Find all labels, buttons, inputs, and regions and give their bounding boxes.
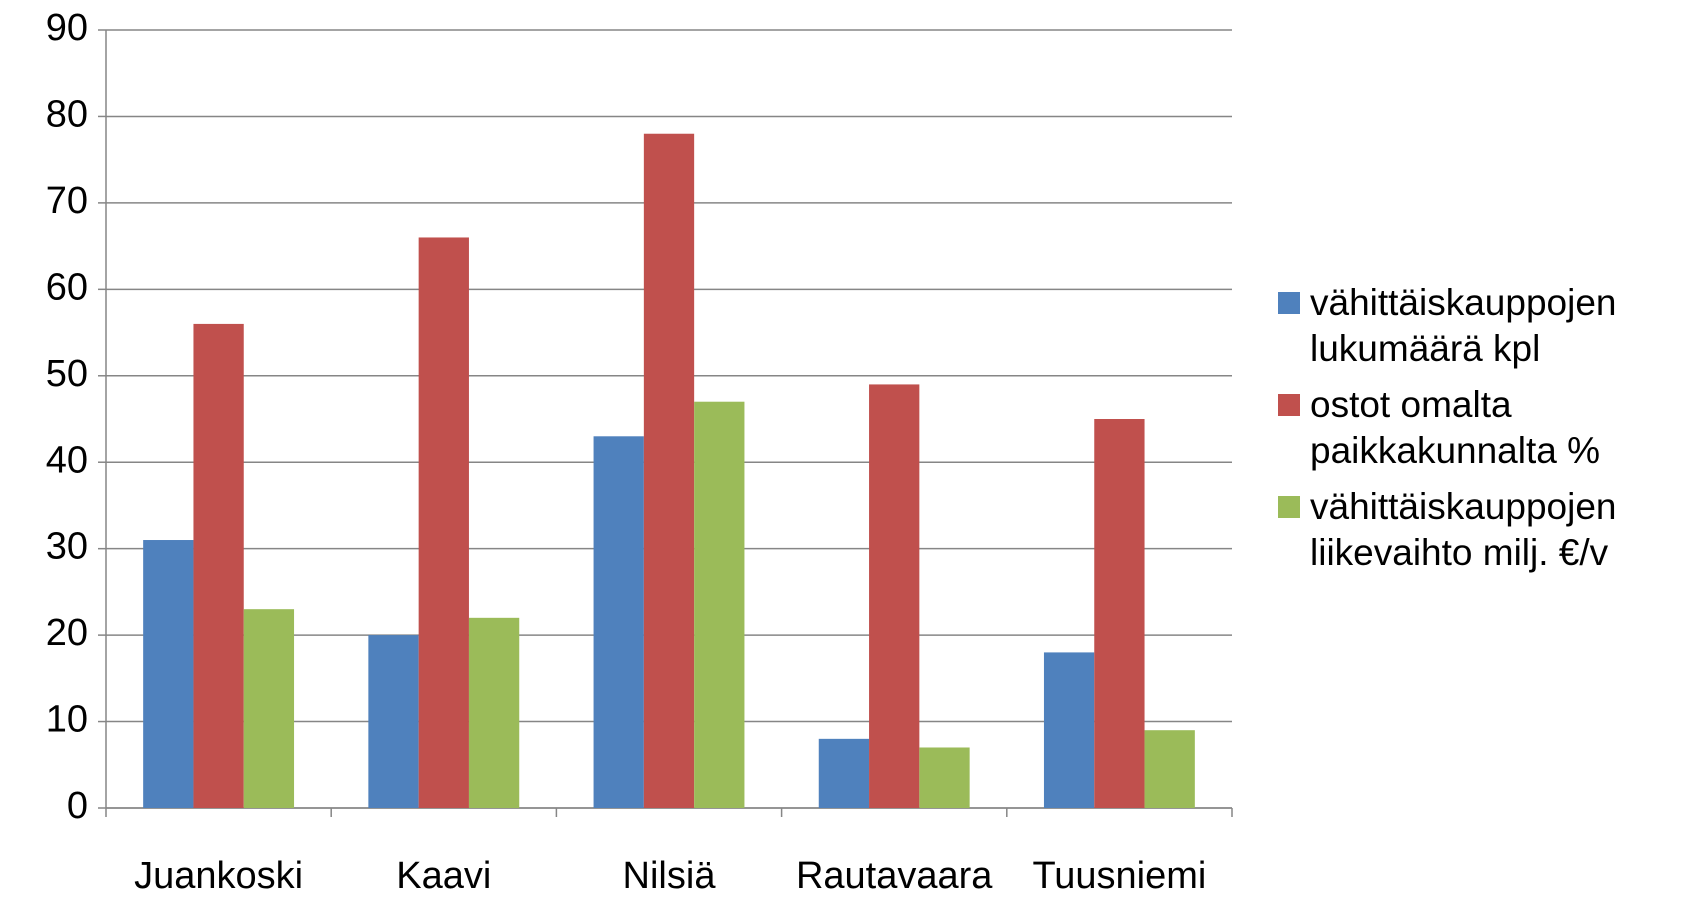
y-tick-label: 30 <box>46 526 88 568</box>
bar <box>368 635 419 808</box>
bar <box>1043 652 1095 808</box>
bar <box>869 384 920 808</box>
y-tick-label: 90 <box>46 7 88 49</box>
bar <box>919 747 970 808</box>
y-tick-label: 10 <box>46 699 88 741</box>
legend-label: ostot omalta paikkakunnalta % <box>1310 384 1601 471</box>
legend-swatch <box>1278 496 1300 518</box>
legend-label: vähittäiskauppojen liikevaihto milj. €/v <box>1310 486 1617 573</box>
bar <box>818 738 870 808</box>
bar <box>193 323 244 808</box>
legend-item: ostot omalta paikkakunnalta % <box>1278 382 1698 474</box>
legend-swatch <box>1278 394 1300 416</box>
legend-item: vähittäiskauppojen lukumäärä kpl <box>1278 280 1698 372</box>
y-tick-label: 20 <box>46 612 88 654</box>
x-tick-label: Nilsiä <box>623 855 717 897</box>
x-tick-label: Rautavaara <box>796 855 993 897</box>
y-tick-label: 50 <box>46 353 88 395</box>
bar <box>643 133 695 808</box>
y-tick-label: 0 <box>67 785 88 827</box>
legend: vähittäiskauppojen lukumäärä kpl ostot om… <box>1278 280 1698 586</box>
legend-item: vähittäiskauppojen liikevaihto milj. €/v <box>1278 484 1698 576</box>
y-tick-label: 80 <box>46 93 88 135</box>
bar <box>468 617 520 808</box>
bar <box>694 401 745 808</box>
bar <box>418 237 469 808</box>
bar <box>243 609 295 808</box>
legend-label: vähittäiskauppojen lukumäärä kpl <box>1310 282 1617 369</box>
x-tick-label: Juankoski <box>134 855 303 897</box>
x-tick-label: Kaavi <box>396 855 491 897</box>
y-tick-label: 40 <box>46 439 88 481</box>
bar <box>593 436 644 808</box>
bar <box>143 540 194 808</box>
y-tick-label: 70 <box>46 180 88 222</box>
bar <box>1094 419 1145 808</box>
bar <box>1144 730 1195 808</box>
legend-swatch <box>1278 292 1300 314</box>
x-tick-label: Tuusniemi <box>1032 855 1206 897</box>
y-tick-label: 60 <box>46 266 88 308</box>
